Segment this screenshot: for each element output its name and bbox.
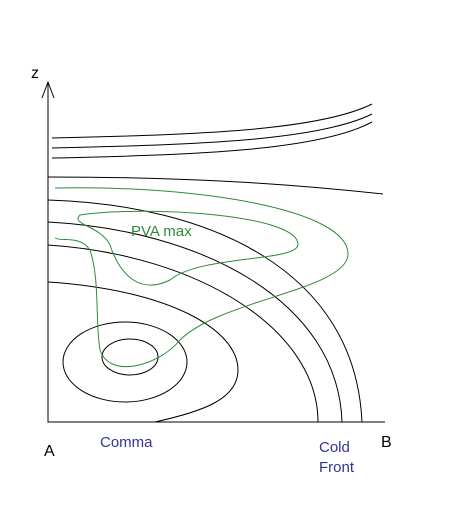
cold-front-label: Cold [319,439,350,456]
contour [51,121,373,159]
a-label: A [44,443,55,460]
b-label: B [381,434,392,451]
contour [47,221,343,423]
axis-lines [47,84,385,423]
pva-max-label: PVA max [131,223,192,240]
z-arrow [41,80,55,99]
pva-contour [77,210,299,286]
comma-label: Comma [100,434,153,451]
contour [51,103,373,139]
contour-ellipse [101,338,159,376]
contours [47,103,384,423]
contour [51,113,373,149]
pva-contour [54,187,349,368]
z-label: z [31,65,39,82]
contour [47,199,363,423]
contour [47,176,384,195]
cold-front-label: Front [319,459,355,476]
contour [47,244,319,423]
axes [41,80,385,423]
contour-ellipse [62,321,188,403]
contour [47,281,239,423]
pva-contours [54,187,349,368]
